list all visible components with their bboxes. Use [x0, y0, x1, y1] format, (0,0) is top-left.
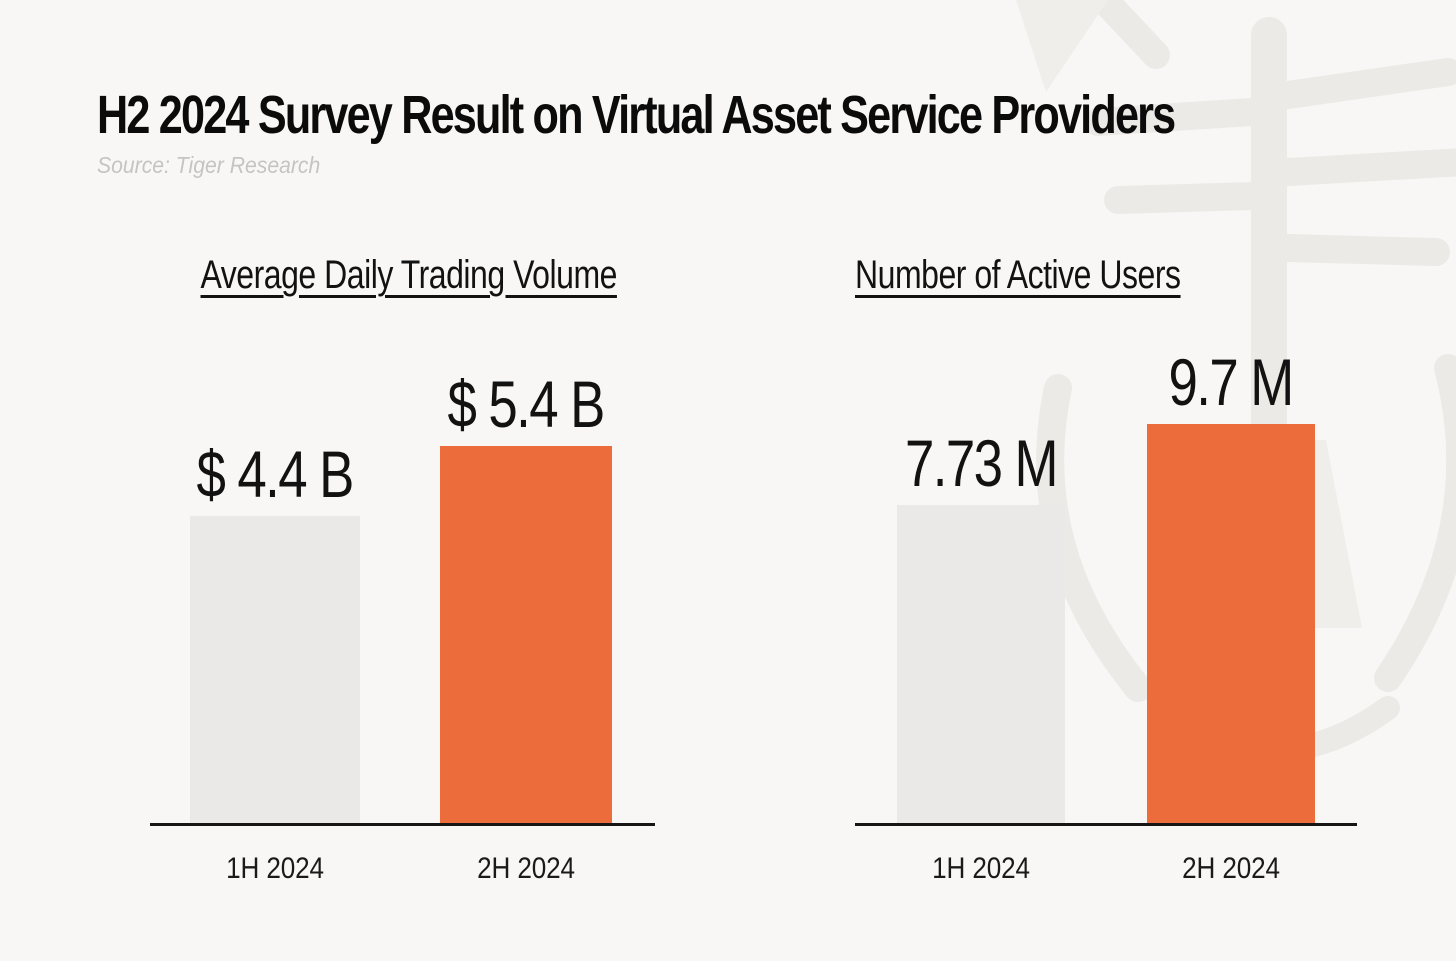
bar-group-2h-2024: $ 5.4 B — [440, 371, 612, 825]
bar-value-label: 7.73 M — [905, 426, 1058, 500]
category-label-2h-2024: 2H 2024 — [1182, 852, 1280, 885]
bar-group-1h-2024: $ 4.4 B — [190, 441, 360, 825]
page-title: H2 2024 Survey Result on Virtual Asset S… — [97, 85, 1176, 145]
bar-1h-2024 — [897, 505, 1065, 825]
bar-value-label: 9.7 M — [1168, 345, 1295, 419]
category-label-2h-2024: 2H 2024 — [477, 852, 575, 885]
chart-title: Average Daily Trading Volume — [200, 253, 618, 297]
chart-title: Number of Active Users — [855, 253, 1181, 297]
chart-number-of-active-users: Number of Active Users 7.73 M 9.7 M 1H 2… — [855, 252, 1357, 890]
source-note: Source: Tiger Research — [97, 152, 321, 178]
bar-group-1h-2024: 7.73 M — [897, 430, 1065, 825]
plot-area: 7.73 M 9.7 M — [855, 322, 1357, 826]
bar-value-label: $ 5.4 B — [447, 367, 606, 441]
category-axis: 1H 2024 2H 2024 — [150, 852, 655, 890]
category-label-1h-2024: 1H 2024 — [932, 852, 1030, 885]
x-axis-line — [150, 823, 655, 826]
bar-1h-2024 — [190, 516, 360, 825]
plot-area: $ 4.4 B $ 5.4 B — [150, 322, 655, 826]
bar-value-label: $ 4.4 B — [196, 437, 355, 511]
chart-average-daily-trading-volume: Average Daily Trading Volume $ 4.4 B $ 5… — [150, 252, 655, 890]
bar-2h-2024 — [1147, 424, 1315, 825]
category-label-1h-2024: 1H 2024 — [226, 852, 324, 885]
x-axis-line — [855, 823, 1357, 826]
bar-group-2h-2024: 9.7 M — [1147, 349, 1315, 825]
bar-2h-2024 — [440, 446, 612, 825]
category-axis: 1H 2024 2H 2024 — [855, 852, 1357, 890]
